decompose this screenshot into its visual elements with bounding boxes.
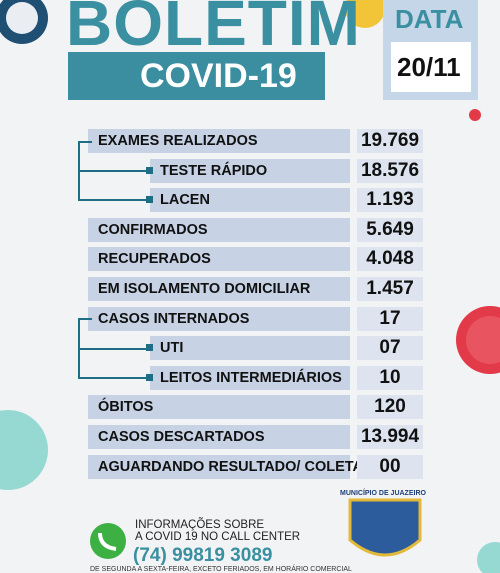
row-value: 4.048 <box>357 247 423 272</box>
row-value: 00 <box>357 454 423 479</box>
tree-line <box>78 170 148 172</box>
date: 20/11 <box>397 52 461 82</box>
info-line: A COVID 19 NO CALL CENTER <box>135 531 301 543</box>
row-value: 1.193 <box>357 188 423 213</box>
bullet <box>146 344 153 352</box>
row-label: ÓBITOS <box>88 395 350 420</box>
tree-line <box>78 141 92 143</box>
date-inner <box>391 42 471 92</box>
row-value: 1.457 <box>357 277 423 301</box>
title: BOLETIM <box>66 0 361 59</box>
crest-text: MUNICÍPIO DE JUAZEIRO <box>340 490 426 497</box>
tree-line <box>78 348 148 350</box>
tree-line <box>78 377 148 379</box>
row-label: CASOS DESCARTADOS <box>88 425 350 449</box>
row-value: 07 <box>357 336 423 361</box>
row-label: LACEN <box>150 188 350 213</box>
tree-line <box>78 199 148 201</box>
row-value: 19.769 <box>357 129 423 153</box>
row-label: UTI <box>150 336 350 361</box>
row-label: CONFIRMADOS <box>88 217 350 242</box>
row-value: 10 <box>357 365 423 390</box>
info-line: INFORMAÇÕES SOBRE <box>135 519 265 531</box>
row-value: 120 <box>357 395 423 420</box>
phone: (74) 99819 3089 <box>133 545 273 566</box>
bullet <box>146 196 153 204</box>
bullet <box>146 166 153 174</box>
hours: DE SEGUNDA A SEXTA-FEIRA, EXCETO FERIADO… <box>90 566 352 573</box>
subtitle: COVID-19 <box>140 57 297 95</box>
row-value: 13.994 <box>357 425 423 449</box>
row-label: CASOS INTERNADOS <box>88 306 350 331</box>
row-value: 18.576 <box>357 158 423 183</box>
row-label: EM ISOLAMENTO DOMICILIAR <box>88 277 350 301</box>
bullet <box>146 373 153 381</box>
row-label: LEITOS INTERMEDIÁRIOS <box>150 365 350 390</box>
date-label: DATA <box>395 4 464 34</box>
row-label: RECUPERADOS <box>88 247 350 272</box>
row-value: 17 <box>357 306 423 331</box>
row-label: EXAMES REALIZADOS <box>88 129 350 153</box>
row-label: AGUARDANDO RESULTADO/ COLETA <box>88 454 363 479</box>
row-value: 5.649 <box>357 217 423 242</box>
tree-line <box>78 318 92 320</box>
row-label: TESTE RÁPIDO <box>150 158 350 183</box>
subtitle-bar <box>68 52 325 100</box>
info: INFORMAÇÕES SOBRE A COVID 19 NO CALL CENT… <box>135 519 300 543</box>
